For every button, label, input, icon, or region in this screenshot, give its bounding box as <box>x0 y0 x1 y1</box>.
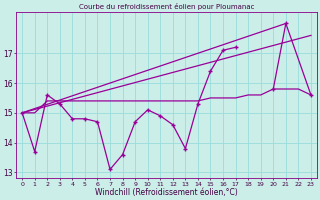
X-axis label: Windchill (Refroidissement éolien,°C): Windchill (Refroidissement éolien,°C) <box>95 188 238 197</box>
Title: Courbe du refroidissement éolien pour Ploumanac: Courbe du refroidissement éolien pour Pl… <box>79 3 254 10</box>
